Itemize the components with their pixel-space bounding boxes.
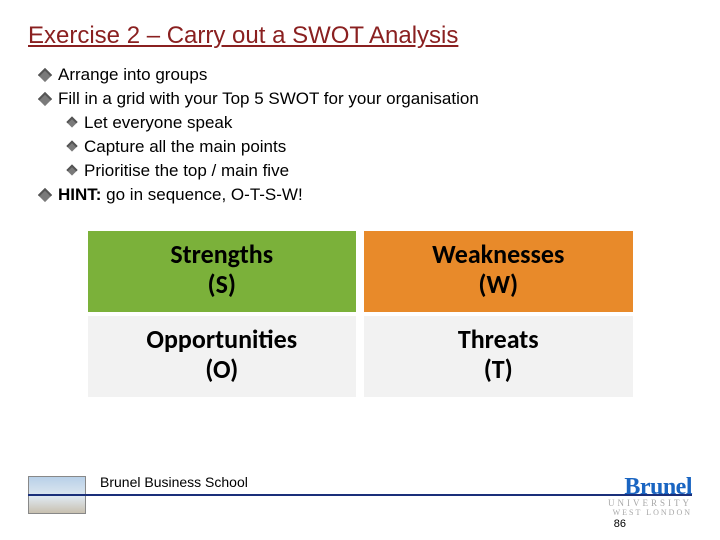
- footer: Brunel Business School Brunel UNIVERSITY…: [0, 460, 720, 540]
- logo-bot: WEST LONDON: [608, 509, 692, 518]
- swot-sub: (O): [92, 353, 353, 385]
- list-item: Arrange into groups: [40, 64, 692, 87]
- bullet-icon: [38, 92, 52, 106]
- swot-grid: Strengths (S) Weaknesses (W) Opportuniti…: [88, 231, 633, 398]
- slide-number: 86: [614, 518, 626, 530]
- bullet-text: HINT: go in sequence, O-T-S-W!: [58, 184, 692, 207]
- swot-sub: (S): [92, 268, 353, 300]
- list-item: Capture all the main points: [40, 136, 692, 159]
- swot-label: Weaknesses: [368, 241, 629, 268]
- bullet-text: Arrange into groups: [58, 64, 692, 87]
- bullet-list: Arrange into groups Fill in a grid with …: [0, 60, 720, 207]
- bullet-text: Capture all the main points: [84, 136, 692, 159]
- bullet-text: Prioritise the top / main five: [84, 160, 692, 183]
- logo-top: Brunel: [608, 475, 692, 499]
- swot-sub: (W): [368, 268, 629, 300]
- swot-opportunities: Opportunities (O): [88, 316, 357, 397]
- list-item: HINT: go in sequence, O-T-S-W!: [40, 184, 692, 207]
- swot-threats: Threats (T): [364, 316, 633, 397]
- swot-strengths: Strengths (S): [88, 231, 357, 312]
- swot-weaknesses: Weaknesses (W): [364, 231, 633, 312]
- bullet-text: Fill in a grid with your Top 5 SWOT for …: [58, 88, 692, 111]
- bullet-text: Let everyone speak: [84, 112, 692, 135]
- list-item: Let everyone speak: [40, 112, 692, 135]
- brunel-logo: Brunel UNIVERSITY WEST LONDON: [608, 475, 692, 518]
- swot-label: Threats: [368, 326, 629, 353]
- hint-bold: HINT:: [58, 185, 101, 204]
- bullet-icon: [66, 140, 77, 151]
- swot-sub: (T): [368, 353, 629, 385]
- bullet-icon: [38, 188, 52, 202]
- list-item: Fill in a grid with your Top 5 SWOT for …: [40, 88, 692, 111]
- slide-title: Exercise 2 – Carry out a SWOT Analysis: [0, 0, 720, 60]
- bullet-icon: [66, 164, 77, 175]
- footer-school: Brunel Business School: [100, 474, 248, 490]
- bullet-icon: [66, 116, 77, 127]
- swot-label: Opportunities: [92, 326, 353, 353]
- list-item: Prioritise the top / main five: [40, 160, 692, 183]
- hint-rest: go in sequence, O-T-S-W!: [101, 185, 302, 204]
- footer-divider: [28, 494, 692, 496]
- bullet-icon: [38, 68, 52, 82]
- swot-label: Strengths: [92, 241, 353, 268]
